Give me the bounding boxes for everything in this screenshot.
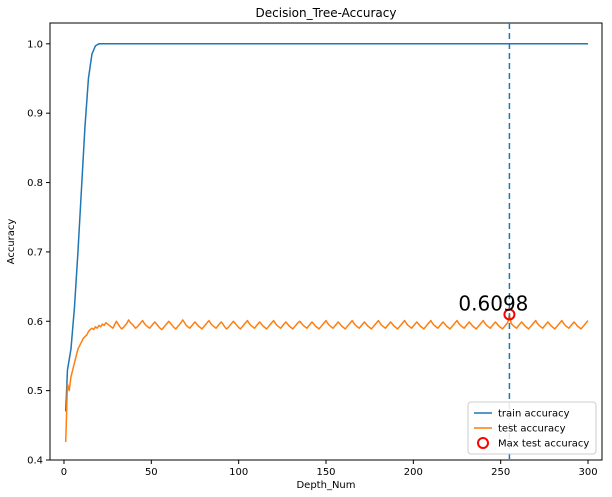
y-tick-label: 1.0 — [27, 39, 43, 50]
y-tick-label: 0.8 — [27, 178, 43, 189]
x-tick-label: 200 — [404, 467, 423, 478]
y-tick-label: 0.4 — [27, 456, 43, 467]
plot-frame — [49, 22, 603, 461]
legend-train-label: train accuracy — [498, 409, 570, 420]
y-tick-label: 0.9 — [27, 109, 43, 120]
max-test-annotation: 0.6098 — [458, 291, 528, 315]
x-tick-label: 0 — [61, 467, 67, 478]
legend-test-label: test accuracy — [498, 424, 566, 435]
series-group — [64, 43, 589, 442]
y-tick-label: 0.5 — [27, 386, 43, 397]
x-axis-label: Depth_Num — [296, 480, 355, 491]
test-accuracy-line — [64, 313, 589, 442]
x-tick-label: 50 — [145, 467, 158, 478]
y-tick-label: 0.6 — [27, 317, 43, 328]
max-test-group: 0.6098 — [458, 23, 528, 460]
y-tick-label: 0.7 — [27, 247, 43, 258]
x-axis-ticks: 0 50 100 150 200 250 300 — [61, 460, 598, 478]
x-tick-label: 150 — [316, 467, 335, 478]
max-test-marker — [503, 308, 516, 321]
x-tick-label: 250 — [491, 467, 510, 478]
y-axis-ticks: 0.4 0.5 0.6 0.7 0.8 0.9 1.0 — [27, 39, 50, 467]
chart-title: Decision_Tree-Accuracy — [256, 6, 397, 20]
train-accuracy-line — [64, 43, 589, 412]
legend: train accuracy test accuracy Max test ac… — [467, 401, 597, 455]
x-tick-label: 300 — [578, 467, 597, 478]
legend-max-label: Max test accuracy — [498, 439, 589, 450]
legend-max-swatch — [477, 437, 489, 449]
y-axis-label: Accuracy — [6, 219, 17, 265]
x-tick-label: 100 — [229, 467, 248, 478]
legend-box — [467, 401, 597, 455]
